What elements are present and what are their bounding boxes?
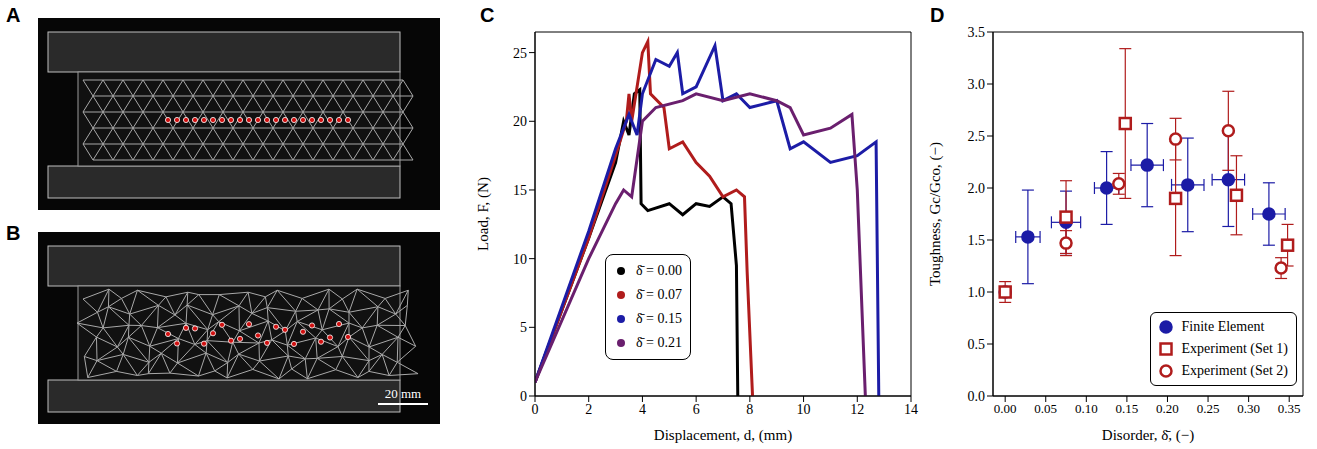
svg-text:Toughness, Gc/Gco, (−): Toughness, Gc/Gco, (−) <box>927 142 944 286</box>
html-text:Experiment (Set 2): Experiment (Set 2) <box>1181 363 1288 378</box>
svg-text:15: 15 <box>513 183 527 198</box>
svg-text:0.35: 0.35 <box>1278 401 1301 416</box>
svg-text:0.30: 0.30 <box>1237 401 1260 416</box>
html-text:δ̄ = 0.21: δ̄ = 0.21 <box>636 335 682 350</box>
svg-text:3.5: 3.5 <box>968 25 986 40</box>
svg-text:5: 5 <box>520 320 527 335</box>
svg-text:0: 0 <box>520 389 527 404</box>
svg-text:20: 20 <box>513 114 527 129</box>
html-text:C: C <box>480 4 495 26</box>
html-text:Finite Element: Finite Element <box>1181 319 1265 334</box>
html-text:A: A <box>6 4 21 26</box>
svg-text:12: 12 <box>850 402 864 417</box>
html-text:B: B <box>6 222 21 244</box>
svg-text:0.25: 0.25 <box>1197 401 1220 416</box>
svg-text:Disorder, δ̄, (−): Disorder, δ̄, (−) <box>1102 427 1194 444</box>
svg-text:0.15: 0.15 <box>1116 401 1139 416</box>
svg-text:10: 10 <box>797 402 811 417</box>
svg-text:0.20: 0.20 <box>1156 401 1179 416</box>
svg-text:2.0: 2.0 <box>968 181 986 196</box>
svg-text:0.05: 0.05 <box>1034 401 1057 416</box>
svg-text:2: 2 <box>585 402 592 417</box>
svg-text:4: 4 <box>639 402 646 417</box>
svg-text:0.5: 0.5 <box>968 337 986 352</box>
html-text:Experiment (Set 1): Experiment (Set 1) <box>1181 341 1288 356</box>
svg-text:0: 0 <box>532 402 539 417</box>
svg-text:1.0: 1.0 <box>968 285 986 300</box>
svg-text:10: 10 <box>513 252 527 267</box>
svg-text:14: 14 <box>904 402 918 417</box>
svg-text:0.00: 0.00 <box>994 401 1017 416</box>
svg-text:Load, F, (N): Load, F, (N) <box>475 177 492 251</box>
svg-text:20 mm: 20 mm <box>385 386 421 401</box>
svg-text:0.0: 0.0 <box>968 389 986 404</box>
html-text:δ̄ = 0.07: δ̄ = 0.07 <box>636 287 682 302</box>
svg-text:3.0: 3.0 <box>968 77 986 92</box>
svg-text:Displacement, d, (mm): Displacement, d, (mm) <box>654 427 792 444</box>
html-text:δ̄ = 0.15: δ̄ = 0.15 <box>636 311 682 326</box>
svg-text:25: 25 <box>513 46 527 61</box>
svg-text:6: 6 <box>693 402 700 417</box>
svg-text:2.5: 2.5 <box>968 129 986 144</box>
svg-text:1.5: 1.5 <box>968 233 986 248</box>
svg-text:8: 8 <box>746 402 753 417</box>
svg-text:0.10: 0.10 <box>1075 401 1098 416</box>
html-text:δ̄ = 0.00: δ̄ = 0.00 <box>636 263 682 278</box>
html-text:D: D <box>930 4 945 26</box>
